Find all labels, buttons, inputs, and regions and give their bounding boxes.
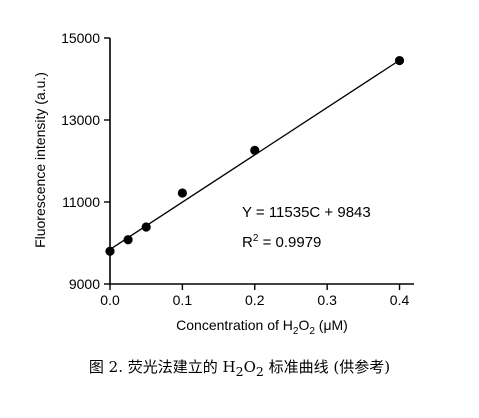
x-axis-title: Concentration of H2O2 (μM) xyxy=(176,317,348,337)
data-point xyxy=(250,145,260,155)
x-tick-label: 0.0 xyxy=(100,292,120,308)
caption-sub1: 2 xyxy=(235,364,244,379)
y-tick-label: 11000 xyxy=(62,194,100,210)
data-point xyxy=(177,188,187,198)
x-title-sub2: 2 xyxy=(309,326,315,337)
figure-caption: 图 2. 荧光法建立的 H2O2 标准曲线 (供参考) xyxy=(0,356,479,379)
caption-prefix: 图 2. 荧光法建立的 H xyxy=(88,358,236,376)
caption-sub2: 2 xyxy=(255,364,264,379)
data-point xyxy=(394,55,405,66)
x-tick-label: 0.1 xyxy=(173,292,193,308)
caption-mid: O xyxy=(243,358,256,376)
caption-suffix: 标准曲线 (供参考) xyxy=(263,358,391,376)
x-tick-label: 0.3 xyxy=(317,292,337,308)
x-tick-label: 0.4 xyxy=(390,292,410,308)
data-point xyxy=(105,246,115,256)
r2-value: = 0.9979 xyxy=(258,234,321,251)
data-point xyxy=(141,222,151,232)
axes xyxy=(109,38,414,285)
y-tick-label: 15000 xyxy=(61,30,100,46)
data-point xyxy=(123,235,133,245)
x-title-prefix: Concentration of H xyxy=(176,317,293,333)
y-axis-title: Fluorescence intensity (a.u.) xyxy=(32,72,48,248)
calibration-chart: 0.0 0.1 0.2 0.3 0.4 9000 11000 13000 15000 Y = … xyxy=(32,30,414,337)
y-tick-label: 13000 xyxy=(61,112,100,128)
r2-prefix: R xyxy=(242,234,253,251)
data-points xyxy=(105,55,405,256)
x-tick-label: 0.2 xyxy=(245,292,265,308)
x-title-sub1: 2 xyxy=(293,326,299,337)
x-ticks: 0.0 0.1 0.2 0.3 0.4 xyxy=(100,284,409,308)
y-ticks: 9000 11000 13000 15000 xyxy=(61,30,110,292)
x-title-suffix: (μM) xyxy=(315,317,348,333)
r-squared: R2 = 0.9979 xyxy=(242,233,321,251)
y-tick-label: 9000 xyxy=(69,276,100,292)
x-title-mid: O xyxy=(298,317,309,333)
r2-superscript: 2 xyxy=(253,233,259,244)
fit-equation: Y = 11535C + 9843 xyxy=(242,204,371,221)
